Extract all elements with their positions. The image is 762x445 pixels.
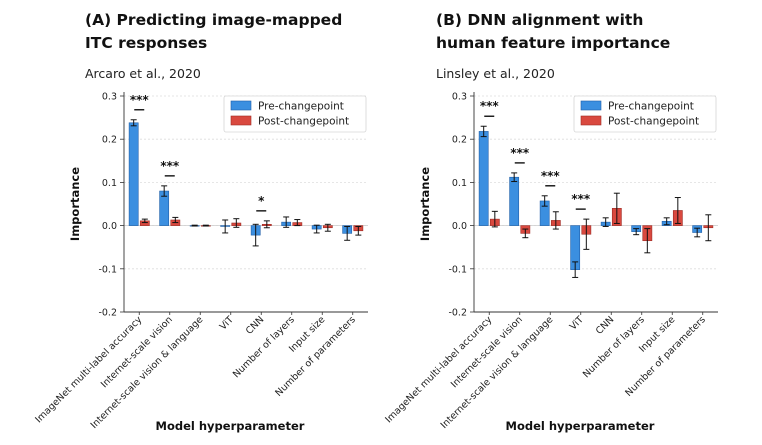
y-tick-label: -0.1 — [98, 264, 117, 275]
bar-pre-changepoint — [128, 122, 139, 226]
legend-label: Post-changepoint — [608, 116, 699, 128]
legend-label: Pre-changepoint — [258, 101, 344, 113]
x-tick-label: CNN — [594, 314, 617, 337]
y-tick-label: 0.0 — [102, 221, 117, 232]
significance-label: *** — [160, 159, 180, 173]
y-tick-label: -0.2 — [98, 308, 117, 319]
y-tick-label: 0.1 — [102, 178, 117, 189]
legend-swatch — [230, 115, 252, 126]
y-tick-label: 0.3 — [102, 92, 117, 103]
panel-b: (B) DNN alignment with human feature impo… — [383, 11, 718, 433]
x-tick-label: ViT — [568, 314, 586, 332]
significance-label: *** — [571, 192, 591, 206]
panel-a: (A) Predicting image-mapped ITC responses… — [33, 11, 368, 433]
significance-label: *** — [480, 99, 500, 113]
legend-label: Pre-changepoint — [608, 101, 694, 113]
x-tick-label: ViT — [218, 314, 236, 332]
y-tick-label: -0.2 — [448, 308, 467, 319]
legend-box — [573, 95, 717, 133]
chart-subtitle: Linsley et al., 2020 — [436, 66, 555, 81]
chart-title-line: human feature importance — [436, 34, 670, 52]
significance-label: *** — [541, 169, 561, 183]
chart-title-line: (B) DNN alignment with — [436, 11, 643, 29]
significance-label: *** — [130, 93, 150, 107]
y-tick-label: 0.0 — [452, 221, 467, 232]
bar-pre-changepoint — [509, 176, 520, 226]
x-tick-label: Internet-scale vision & language — [89, 314, 206, 431]
x-tick-label: ImageNet multi-label accuracy — [33, 314, 144, 425]
y-tick-label: 0.1 — [452, 178, 467, 189]
significance-label: *** — [510, 146, 530, 160]
legend-label: Post-changepoint — [258, 116, 349, 128]
legend-swatch — [580, 100, 602, 111]
y-axis-label: Importance — [418, 167, 432, 241]
y-tick-label: -0.1 — [448, 264, 467, 275]
bar-pre-changepoint — [478, 131, 489, 226]
x-axis-label: Model hyperparameter — [506, 419, 655, 433]
legend-swatch — [230, 100, 252, 111]
x-tick-label: ImageNet multi-label accuracy — [383, 314, 494, 425]
chart-title-line: (A) Predicting image-mapped — [85, 11, 342, 29]
legend-box — [223, 95, 367, 133]
y-tick-label: 0.2 — [102, 135, 117, 146]
y-tick-label: 0.3 — [452, 92, 467, 103]
legend-swatch — [580, 115, 602, 126]
y-axis-label: Importance — [68, 167, 82, 241]
significance-label: * — [258, 194, 265, 208]
chart-title-line: ITC responses — [85, 34, 207, 52]
chart-subtitle: Arcaro et al., 2020 — [85, 66, 201, 81]
y-tick-label: 0.2 — [452, 135, 467, 146]
x-axis-label: Model hyperparameter — [156, 419, 305, 433]
x-tick-label: Internet-scale vision & language — [439, 314, 556, 431]
x-tick-label: CNN — [244, 314, 267, 337]
